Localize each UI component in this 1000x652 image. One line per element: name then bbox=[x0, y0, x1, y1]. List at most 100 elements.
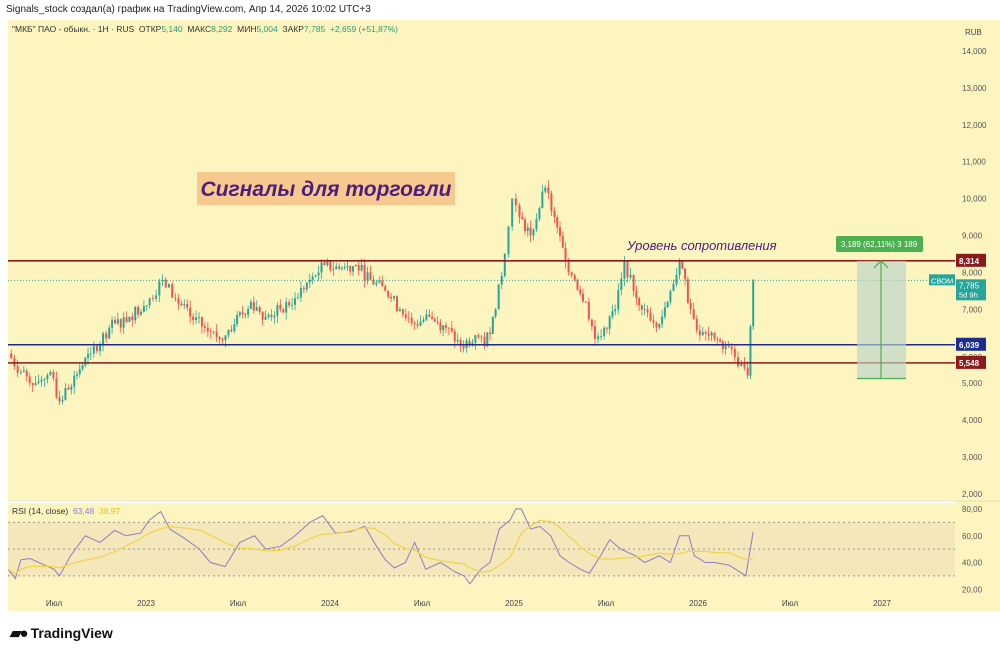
candle bbox=[326, 258, 329, 267]
candle bbox=[559, 221, 561, 242]
candle bbox=[244, 312, 247, 319]
candle-body bbox=[649, 312, 652, 321]
candle-body bbox=[323, 262, 326, 266]
candle-body bbox=[78, 369, 81, 375]
candle bbox=[200, 316, 203, 334]
candle-body bbox=[267, 314, 270, 317]
low-label: МИН bbox=[237, 24, 257, 34]
candle-body bbox=[698, 330, 701, 336]
candle bbox=[22, 365, 25, 373]
candle-body bbox=[142, 306, 145, 312]
candle bbox=[491, 316, 494, 335]
tradingview-logo-icon: ▰● bbox=[10, 625, 29, 642]
candle-body bbox=[10, 353, 13, 359]
candle-body bbox=[597, 336, 600, 339]
candle bbox=[302, 285, 305, 294]
candle-body bbox=[37, 381, 40, 384]
candle bbox=[661, 310, 664, 329]
candle-body bbox=[329, 260, 332, 270]
candle bbox=[108, 324, 111, 340]
candle-body bbox=[177, 298, 180, 304]
candle bbox=[233, 318, 236, 334]
candle-body bbox=[357, 265, 360, 271]
time-tick-label: Июл bbox=[598, 599, 615, 608]
candle bbox=[363, 258, 366, 288]
candle-body bbox=[666, 301, 669, 308]
candle bbox=[649, 307, 652, 322]
time-tick-label: Июл bbox=[230, 599, 247, 608]
candle-body bbox=[230, 329, 233, 332]
candle bbox=[526, 223, 529, 237]
candle-body bbox=[381, 280, 384, 287]
candle bbox=[61, 395, 64, 405]
rsi-value: 63,48 bbox=[72, 506, 95, 516]
candle-body bbox=[514, 198, 517, 206]
candle-body bbox=[678, 261, 681, 275]
candle-body bbox=[559, 227, 561, 236]
candle-body bbox=[61, 399, 64, 402]
candle-body bbox=[122, 317, 125, 328]
candle bbox=[25, 368, 28, 382]
candle-body bbox=[629, 274, 632, 278]
candle-body bbox=[340, 268, 343, 270]
candle-body bbox=[410, 317, 413, 323]
candle bbox=[46, 373, 49, 384]
candle-body bbox=[249, 301, 252, 309]
candle-body bbox=[444, 325, 447, 328]
candle bbox=[151, 294, 154, 302]
candle-body bbox=[716, 338, 719, 340]
signal-title: Сигналы для торговли bbox=[200, 178, 451, 201]
candle-body bbox=[81, 365, 84, 370]
candle bbox=[686, 276, 689, 304]
candle-body bbox=[564, 247, 567, 262]
symbol-name[interactable]: "МКБ" ПАО - обыкн. · 1H · RUS bbox=[12, 24, 135, 34]
candle bbox=[116, 312, 119, 326]
candle-body bbox=[620, 278, 623, 291]
candle-body bbox=[511, 198, 514, 227]
candle bbox=[102, 331, 105, 352]
candle bbox=[314, 274, 317, 278]
candle bbox=[416, 319, 419, 329]
candle-body bbox=[164, 279, 167, 288]
symbol-tag-label: СВОМ bbox=[931, 276, 953, 285]
candle-body bbox=[419, 321, 422, 326]
candle bbox=[67, 384, 70, 391]
candle bbox=[535, 213, 538, 232]
candle-body bbox=[727, 346, 730, 347]
candle bbox=[550, 190, 553, 217]
candle bbox=[43, 378, 46, 387]
candle-body bbox=[652, 320, 655, 323]
time-tick-label: 2026 bbox=[689, 599, 707, 608]
candle bbox=[419, 315, 422, 327]
candle bbox=[646, 305, 649, 318]
candle-body bbox=[195, 317, 198, 320]
candle-body bbox=[76, 374, 78, 376]
rsi-legend[interactable]: RSI (14, close) 63,48 38,97 bbox=[12, 506, 120, 516]
candle bbox=[155, 289, 158, 302]
candle-body bbox=[425, 314, 428, 320]
chart-caption: Signals_stock создал(а) график на Tradin… bbox=[6, 4, 371, 15]
candle-body bbox=[375, 282, 378, 285]
candle-body bbox=[556, 217, 559, 228]
candle bbox=[111, 316, 114, 335]
candle-body bbox=[401, 309, 404, 315]
candle bbox=[285, 297, 288, 320]
candle-body bbox=[155, 295, 158, 299]
candle-body bbox=[95, 346, 98, 352]
tradingview-logo[interactable]: ▰● TradingView bbox=[10, 624, 113, 642]
candle-body bbox=[749, 326, 752, 376]
rsi-tick-label: 80,00 bbox=[962, 505, 983, 514]
candle-body bbox=[570, 272, 573, 276]
candle bbox=[584, 300, 587, 304]
candle-body bbox=[247, 308, 250, 315]
candle bbox=[320, 259, 323, 279]
measure-label: 3,189 (62,11%) 3 189 bbox=[841, 240, 918, 249]
candle-body bbox=[494, 309, 497, 317]
candle bbox=[655, 321, 658, 333]
candle bbox=[227, 329, 230, 339]
candle-body bbox=[407, 317, 410, 319]
candle-body bbox=[148, 298, 151, 306]
candle-body bbox=[296, 297, 299, 299]
candle bbox=[710, 331, 713, 342]
